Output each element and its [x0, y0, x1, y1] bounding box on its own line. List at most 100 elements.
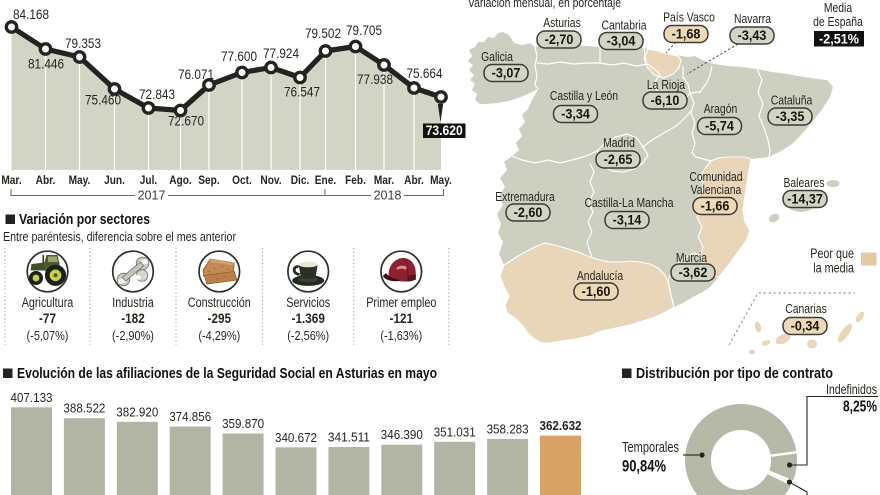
svg-text:-3,34: -3,34 [561, 106, 590, 122]
svg-text:81.446: 81.446 [28, 57, 64, 72]
svg-text:de España: de España [813, 14, 863, 29]
svg-text:Entre paréntesis, diferencia s: Entre paréntesis, diferencia sobre el me… [3, 230, 236, 244]
svg-text:73.620: 73.620 [426, 123, 463, 138]
svg-text:79.502: 79.502 [305, 26, 341, 41]
svg-text:382.920: 382.920 [116, 404, 158, 419]
svg-text:-182: -182 [121, 311, 145, 326]
svg-text:-77: -77 [39, 311, 56, 326]
svg-text:8,25%: 8,25% [843, 399, 877, 416]
svg-text:Aragón: Aragón [704, 101, 738, 116]
svg-text:Primer empleo: Primer empleo [366, 295, 436, 310]
svg-text:Temporales: Temporales [622, 439, 679, 456]
svg-text:77.938: 77.938 [357, 72, 393, 87]
svg-text:Baleares: Baleares [783, 175, 824, 190]
svg-text:Servicios: Servicios [286, 295, 330, 310]
svg-text:84.168: 84.168 [13, 7, 49, 22]
svg-text:Castilla-La Mancha: Castilla-La Mancha [585, 195, 675, 210]
svg-text:May.: May. [430, 175, 452, 187]
svg-text:Construcción: Construcción [188, 295, 251, 310]
svg-text:-3,43: -3,43 [738, 27, 767, 43]
svg-text:La Rioja: La Rioja [647, 77, 686, 92]
svg-text:Indefinidos: Indefinidos [826, 382, 877, 397]
svg-text:-5,74: -5,74 [705, 118, 734, 134]
svg-text:76.547: 76.547 [284, 85, 320, 100]
svg-text:90,84%: 90,84% [622, 457, 666, 476]
svg-text:-1,60: -1,60 [582, 283, 611, 299]
svg-text:Variación por sectores: Variación por sectores [19, 211, 150, 228]
svg-text:-2,65: -2,65 [604, 151, 633, 167]
svg-text:(-5,07%): (-5,07%) [27, 328, 69, 343]
svg-text:Canarias: Canarias [785, 301, 827, 316]
svg-text:77.924: 77.924 [263, 46, 299, 61]
svg-text:Andalucía: Andalucía [577, 268, 624, 283]
svg-text:Madrid: Madrid [603, 135, 635, 150]
svg-text:Feb.: Feb. [345, 175, 366, 187]
svg-text:341.511: 341.511 [328, 430, 370, 445]
svg-text:-1,68: -1,68 [672, 26, 701, 42]
svg-text:346.390: 346.390 [381, 427, 423, 442]
svg-text:-295: -295 [208, 311, 232, 326]
svg-text:Nov.: Nov. [260, 175, 281, 187]
svg-text:Asturias: Asturias [543, 15, 581, 30]
svg-text:407.133: 407.133 [11, 390, 53, 405]
svg-text:Variación mensual, en porcenta: Variación mensual, en porcentaje [468, 0, 621, 10]
svg-text:May.: May. [69, 175, 91, 187]
svg-text:-3,35: -3,35 [776, 108, 805, 124]
svg-text:Extremadura: Extremadura [495, 189, 555, 204]
svg-text:-3,62: -3,62 [679, 264, 708, 280]
svg-text:75.460: 75.460 [85, 93, 121, 108]
svg-text:79.353: 79.353 [65, 36, 101, 51]
svg-text:(-2,90%): (-2,90%) [112, 328, 154, 343]
svg-text:-0,34: -0,34 [791, 318, 820, 334]
svg-text:Evolución de las afiliaciones: Evolución de las afiliaciones de la Segu… [17, 365, 437, 382]
svg-text:Sep.: Sep. [198, 175, 219, 187]
svg-text:Media: Media [824, 0, 853, 15]
svg-text:Mar.: Mar. [1, 175, 21, 187]
svg-text:Galicia: Galicia [481, 49, 513, 64]
svg-text:77.600: 77.600 [221, 49, 257, 64]
svg-text:Abr.: Abr. [36, 175, 56, 187]
svg-text:2017: 2017 [138, 189, 166, 203]
svg-text:-3,04: -3,04 [607, 33, 636, 49]
svg-text:-3,14: -3,14 [613, 212, 642, 228]
svg-text:-2,70: -2,70 [545, 31, 574, 47]
svg-text:Abr.: Abr. [404, 175, 424, 187]
svg-text:-2,60: -2,60 [514, 204, 543, 220]
svg-text:Agricultura: Agricultura [22, 295, 74, 310]
svg-text:-2,51%: -2,51% [819, 31, 859, 47]
svg-text:Jul.: Jul. [140, 175, 157, 187]
svg-text:72.670: 72.670 [168, 114, 204, 129]
svg-text:340.672: 340.672 [275, 430, 317, 445]
svg-text:359.870: 359.870 [222, 416, 264, 431]
svg-text:(-4,29%): (-4,29%) [198, 328, 240, 343]
svg-text:Cataluña: Cataluña [771, 93, 813, 108]
svg-text:Cantabria: Cantabria [601, 18, 647, 33]
svg-text:Murcia: Murcia [676, 250, 708, 265]
svg-text:79.705: 79.705 [346, 23, 382, 38]
svg-text:la media: la media [813, 261, 854, 276]
svg-text:Ago.: Ago. [169, 175, 192, 187]
svg-text:-14,37: -14,37 [787, 191, 823, 207]
svg-text:Oct.: Oct. [232, 175, 252, 187]
svg-text:(-2,56%): (-2,56%) [287, 328, 329, 343]
svg-text:Comunidad: Comunidad [689, 169, 742, 184]
svg-text:358.283: 358.283 [487, 421, 529, 436]
svg-text:País Vasco: País Vasco [663, 10, 715, 25]
svg-text:2018: 2018 [374, 189, 402, 203]
svg-text:Industria: Industria [112, 295, 154, 310]
svg-text:Distribución por tipo de contr: Distribución por tipo de contrato [636, 365, 833, 382]
svg-text:Valenciana: Valenciana [691, 182, 742, 197]
svg-text:Jun.: Jun. [104, 175, 125, 187]
svg-text:362.632: 362.632 [540, 418, 582, 433]
svg-text:Ene.: Ene. [315, 175, 336, 187]
svg-text:Dic.: Dic. [291, 175, 310, 187]
svg-text:(-1,63%): (-1,63%) [380, 328, 422, 343]
svg-text:-1.369: -1.369 [292, 311, 325, 326]
svg-text:-3,07: -3,07 [492, 65, 521, 81]
svg-text:-1,66: -1,66 [701, 198, 730, 214]
svg-text:Navarra: Navarra [734, 11, 772, 26]
svg-text:Peor que: Peor que [810, 246, 854, 261]
svg-text:76.071: 76.071 [178, 67, 214, 82]
svg-text:72.843: 72.843 [139, 87, 175, 102]
svg-text:388.522: 388.522 [63, 401, 105, 416]
